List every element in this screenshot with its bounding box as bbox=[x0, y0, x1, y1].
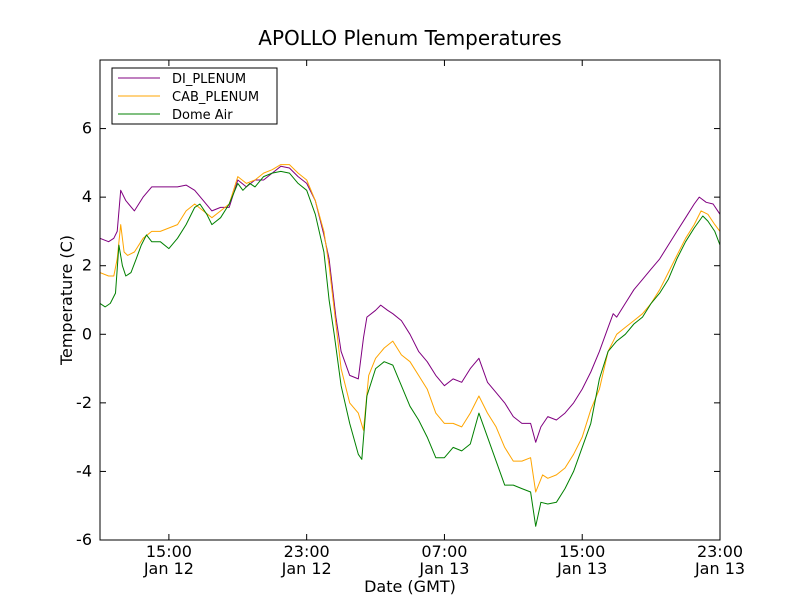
legend-label-cab-plenum: CAB_PLENUM bbox=[172, 90, 259, 105]
x-tick-label-time: 07:00 bbox=[421, 542, 467, 561]
x-tick-label-date: Jan 13 bbox=[418, 559, 469, 578]
x-tick-label-time: 15:00 bbox=[559, 542, 605, 561]
y-tick-label: 0 bbox=[82, 324, 92, 343]
plot-frame bbox=[99, 59, 721, 541]
plot-series-group bbox=[100, 164, 720, 527]
x-axis-label: Date (GMT) bbox=[364, 577, 456, 596]
series-line-di-plenum bbox=[100, 165, 720, 443]
x-tick-label-date: Jan 13 bbox=[694, 559, 745, 578]
x-tick-label-date: Jan 13 bbox=[556, 559, 607, 578]
legend-label-dome-air: Dome Air bbox=[172, 108, 233, 123]
y-tick-label: 4 bbox=[82, 187, 92, 206]
legend-label-di-plenum: DI_PLENUM bbox=[172, 72, 246, 87]
y-tick-label: -6 bbox=[76, 530, 92, 549]
y-tick-label: -2 bbox=[76, 393, 92, 412]
x-tick-label-time: 23:00 bbox=[697, 542, 743, 561]
y-tick-label: 2 bbox=[82, 256, 92, 275]
series-line-dome-air bbox=[100, 170, 720, 527]
series-line-cab-plenum bbox=[100, 164, 720, 493]
legend: DI_PLENUM CAB_PLENUM Dome Air bbox=[111, 67, 278, 125]
y-axis-label: Temperature (C) bbox=[57, 235, 76, 366]
chart-title: APOLLO Plenum Temperatures bbox=[258, 26, 561, 50]
legend-box bbox=[111, 67, 278, 125]
x-tick-label-date: Jan 12 bbox=[281, 559, 332, 578]
x-tick-label-time: 23:00 bbox=[284, 542, 330, 561]
y-tick-label: -4 bbox=[76, 461, 92, 480]
y-tick-label: 6 bbox=[82, 119, 92, 138]
y-axis-ticks: -6 -4 -2 0 2 4 6 bbox=[76, 119, 720, 549]
x-tick-label-date: Jan 12 bbox=[143, 559, 194, 578]
x-tick-label-time: 15:00 bbox=[146, 542, 192, 561]
